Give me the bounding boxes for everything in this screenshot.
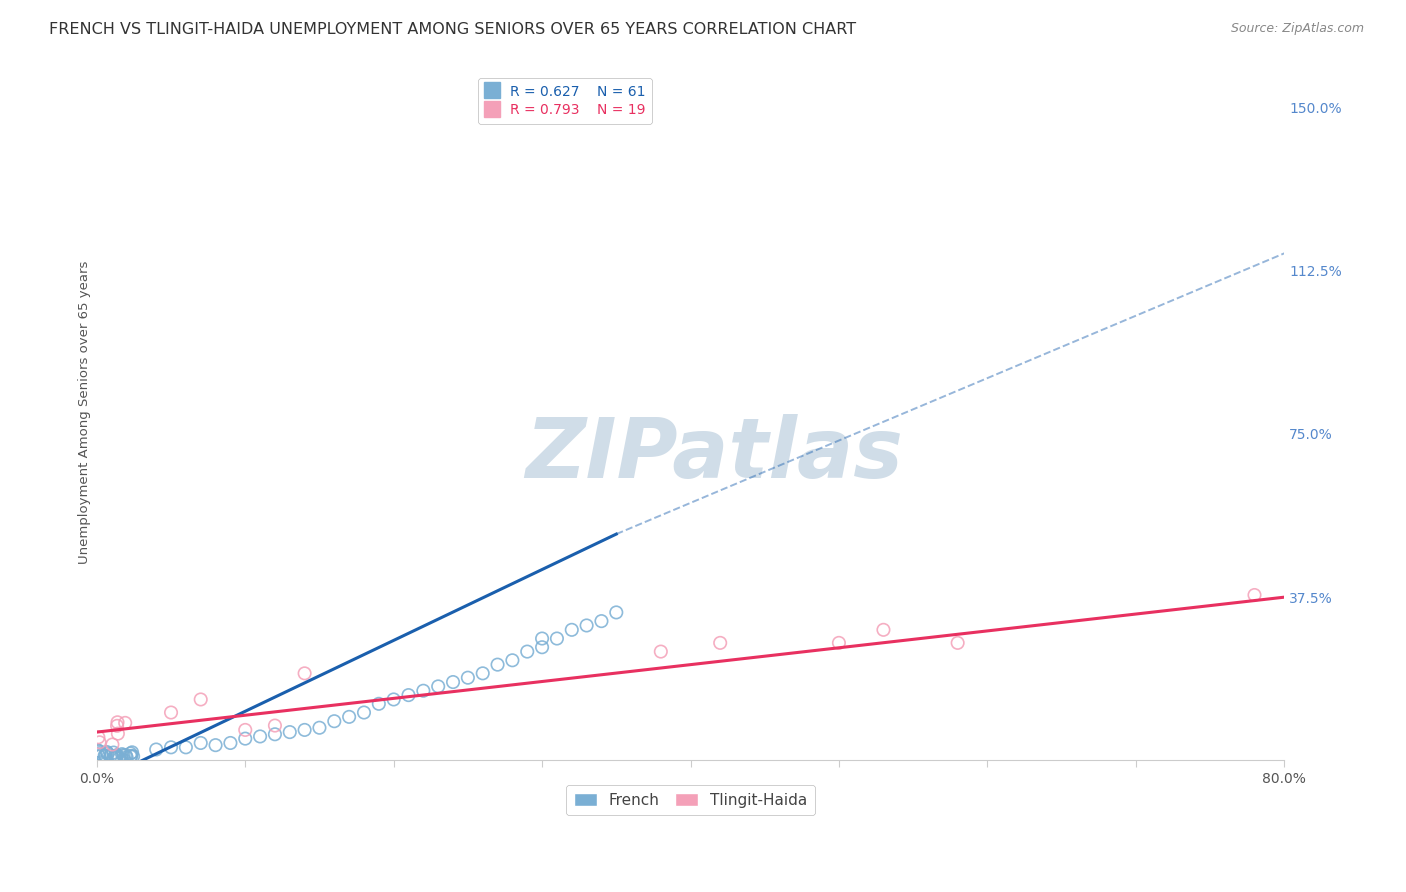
Point bbox=[160, 706, 183, 720]
Point bbox=[105, 748, 128, 763]
Point bbox=[337, 710, 360, 724]
Point bbox=[93, 748, 115, 763]
Point bbox=[204, 738, 226, 752]
Point bbox=[145, 742, 167, 756]
Point bbox=[104, 749, 127, 764]
Point bbox=[709, 636, 731, 650]
Text: ZIPatlas: ZIPatlas bbox=[526, 414, 903, 494]
Point bbox=[249, 730, 271, 744]
Point bbox=[174, 740, 197, 755]
Point bbox=[264, 727, 287, 741]
Point bbox=[104, 750, 127, 764]
Point bbox=[575, 618, 598, 632]
Point bbox=[87, 731, 110, 745]
Point bbox=[89, 735, 111, 749]
Point bbox=[828, 636, 851, 650]
Point bbox=[108, 751, 131, 765]
Point bbox=[105, 748, 128, 763]
Point bbox=[650, 644, 672, 658]
Point bbox=[872, 623, 894, 637]
Point bbox=[233, 731, 256, 746]
Point bbox=[122, 749, 145, 764]
Point bbox=[160, 740, 183, 755]
Point bbox=[294, 723, 316, 737]
Point bbox=[561, 623, 583, 637]
Point bbox=[103, 746, 125, 760]
Point bbox=[96, 746, 118, 760]
Point bbox=[114, 748, 136, 763]
Point bbox=[486, 657, 509, 672]
Point bbox=[457, 671, 479, 685]
Point bbox=[294, 666, 316, 681]
Point bbox=[89, 746, 111, 760]
Point bbox=[367, 697, 389, 711]
Point bbox=[115, 750, 138, 764]
Point bbox=[87, 743, 110, 757]
Y-axis label: Unemployment Among Seniors over 65 years: Unemployment Among Seniors over 65 years bbox=[79, 260, 91, 564]
Point bbox=[190, 736, 212, 750]
Point bbox=[264, 718, 287, 732]
Point bbox=[112, 747, 135, 762]
Point bbox=[946, 636, 969, 650]
Point bbox=[308, 721, 330, 735]
Text: Source: ZipAtlas.com: Source: ZipAtlas.com bbox=[1230, 22, 1364, 36]
Point bbox=[89, 749, 111, 764]
Point bbox=[382, 692, 405, 706]
Point bbox=[101, 738, 124, 752]
Point bbox=[107, 726, 129, 740]
Point bbox=[107, 715, 129, 730]
Point bbox=[105, 719, 128, 733]
Point bbox=[591, 614, 613, 628]
Legend: French, Tlingit-Haida: French, Tlingit-Haida bbox=[567, 785, 815, 815]
Point bbox=[89, 744, 111, 758]
Point bbox=[100, 748, 122, 763]
Point bbox=[1243, 588, 1265, 602]
Point bbox=[190, 692, 212, 706]
Point bbox=[120, 749, 142, 764]
Point bbox=[501, 653, 523, 667]
Point bbox=[96, 745, 118, 759]
Point bbox=[531, 632, 554, 646]
Point bbox=[114, 715, 136, 730]
Point bbox=[427, 680, 450, 694]
Point bbox=[120, 748, 142, 763]
Point bbox=[233, 723, 256, 737]
Point bbox=[441, 675, 464, 690]
Text: FRENCH VS TLINGIT-HAIDA UNEMPLOYMENT AMONG SENIORS OVER 65 YEARS CORRELATION CHA: FRENCH VS TLINGIT-HAIDA UNEMPLOYMENT AMO… bbox=[49, 22, 856, 37]
Point bbox=[94, 748, 117, 763]
Point bbox=[101, 751, 124, 765]
Point bbox=[516, 644, 538, 658]
Point bbox=[120, 747, 142, 761]
Point bbox=[353, 706, 375, 720]
Point bbox=[111, 747, 134, 761]
Point bbox=[114, 753, 136, 767]
Point bbox=[90, 747, 112, 762]
Point bbox=[412, 683, 434, 698]
Point bbox=[605, 606, 627, 620]
Point bbox=[323, 714, 346, 729]
Point bbox=[398, 688, 420, 702]
Point bbox=[121, 745, 143, 759]
Point bbox=[219, 736, 242, 750]
Point bbox=[278, 725, 301, 739]
Point bbox=[471, 666, 494, 681]
Point bbox=[105, 748, 128, 763]
Point bbox=[546, 632, 568, 646]
Point bbox=[531, 640, 554, 655]
